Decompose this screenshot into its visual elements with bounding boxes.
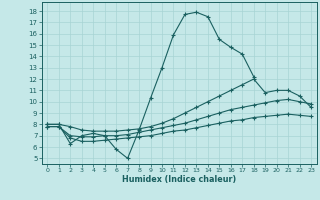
X-axis label: Humidex (Indice chaleur): Humidex (Indice chaleur) [122,175,236,184]
